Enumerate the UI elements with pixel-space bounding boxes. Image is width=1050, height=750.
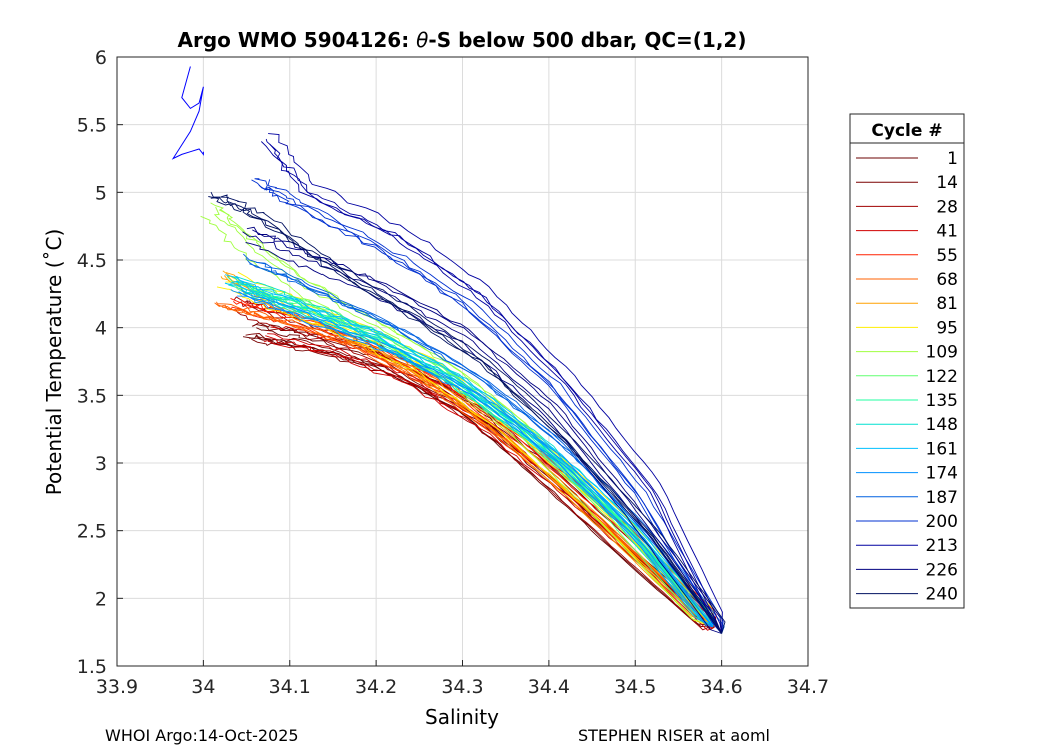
legend-label-14: 14 <box>936 173 958 193</box>
profile-cycle-200 <box>258 185 723 634</box>
profile-cycle-1 <box>252 322 714 626</box>
profile-cycle-81 <box>225 272 714 626</box>
profile-cycle-28 <box>234 308 714 631</box>
legend-label-41: 41 <box>936 222 958 242</box>
profile-cycle-200 <box>251 179 722 634</box>
profile-cycle-161 <box>224 282 714 628</box>
y-tick-label: 2.5 <box>77 521 107 543</box>
y-tick-label: 5.5 <box>77 115 107 137</box>
legend-label-174: 174 <box>926 464 958 484</box>
profile-cycle-1 <box>256 327 714 626</box>
profile-cycle-200 <box>254 178 722 634</box>
legend-title: Cycle # <box>871 121 942 141</box>
x-tick-label: 34.3 <box>441 676 483 698</box>
profile-cycle-55 <box>230 306 714 628</box>
legend-label-187: 187 <box>926 488 958 508</box>
profile-cycle-68 <box>214 302 714 626</box>
profile-cycle-161 <box>224 274 714 628</box>
profile-cycle-41 <box>263 340 714 631</box>
x-tick-label: 34.5 <box>614 676 656 698</box>
legend-label-28: 28 <box>936 197 958 217</box>
profile-cycle-95 <box>237 271 714 627</box>
legend-label-226: 226 <box>926 560 958 580</box>
profile-cycle-174 <box>237 295 714 628</box>
legend-items: 1 14 28 41 55 68 81 95 109 122 135 148 161 174 187 200 2… <box>856 149 958 605</box>
x-tick-label: 33.9 <box>96 676 138 698</box>
legend-label-148: 148 <box>926 415 958 435</box>
x-axis-label: Salinity <box>425 705 499 729</box>
footer-right: STEPHEN RISER at aoml <box>578 726 770 745</box>
legend: Cycle # 1 14 28 41 55 68 81 95 109 122 135 148 161 17… <box>849 113 965 609</box>
legend-label-240: 240 <box>926 585 958 605</box>
legend-label-135: 135 <box>926 391 958 411</box>
y-tick-label: 1.5 <box>77 656 107 678</box>
y-tick-label: 2 <box>95 588 107 610</box>
profile-cycle-41 <box>267 333 714 629</box>
profile-cycle-240 <box>208 196 722 634</box>
x-tick-label: 34.4 <box>528 676 570 698</box>
profile-cycle-240 <box>220 194 726 634</box>
x-tick-label: 34.7 <box>787 676 829 698</box>
y-tick-label: 3 <box>95 453 107 475</box>
profile-cycle-81 <box>222 270 714 626</box>
legend-label-55: 55 <box>936 246 958 266</box>
x-tick-label: 34 <box>191 676 215 698</box>
legend-label-81: 81 <box>936 294 958 314</box>
legend-label-122: 122 <box>926 367 958 387</box>
x-tick-label: 34.1 <box>269 676 311 698</box>
profile-cycle-1 <box>242 334 714 626</box>
profile-cycle-135 <box>226 276 714 626</box>
legend-label-95: 95 <box>936 318 958 338</box>
profile-cycle-200 <box>267 179 724 634</box>
y-tick-label: 6 <box>95 47 107 69</box>
legend-label-213: 213 <box>926 536 958 556</box>
legend-label-68: 68 <box>936 270 958 290</box>
profile-cycle-240 <box>210 196 722 634</box>
y-tick-label: 4.5 <box>77 250 107 272</box>
legend-label-109: 109 <box>926 343 958 363</box>
profile-cycle-240 <box>210 191 723 634</box>
y-tick-label: 5 <box>95 182 107 204</box>
legend-label-161: 161 <box>926 439 958 459</box>
profile-cycle-1 <box>248 337 714 628</box>
profile-cycle-95 <box>216 286 714 628</box>
y-axis-label: Potential Temperature (˚C) <box>42 229 66 496</box>
legend-label-1: 1 <box>947 149 958 169</box>
profile-cycle-213 <box>260 141 722 634</box>
data-lines <box>171 66 726 634</box>
legend-label-200: 200 <box>926 512 958 532</box>
footer-left: WHOI Argo:14-Oct-2025 <box>105 726 299 745</box>
profile-cycle-174 <box>230 289 714 628</box>
profile-cycle-174 <box>241 288 714 628</box>
x-tick-label: 34.2 <box>355 676 397 698</box>
legend-box <box>849 113 965 609</box>
profile-cycle-213 <box>268 133 723 634</box>
profile-cycle-14 <box>245 333 714 629</box>
tick-labels: 33.9 34 34.1 34.2 34.3 34.4 34.5 34.6 34.71.522.… <box>77 47 829 698</box>
y-tick-label: 4 <box>95 318 107 340</box>
profile-cycle-41 <box>265 335 714 629</box>
y-tick-label: 3.5 <box>77 385 107 407</box>
profile-cycle-226 <box>245 242 722 634</box>
chart-title: Argo WMO 5904126: θ-S below 500 dbar, QC… <box>178 28 747 52</box>
profile-shallow-segment <box>171 66 204 160</box>
x-tick-label: 34.6 <box>700 676 742 698</box>
